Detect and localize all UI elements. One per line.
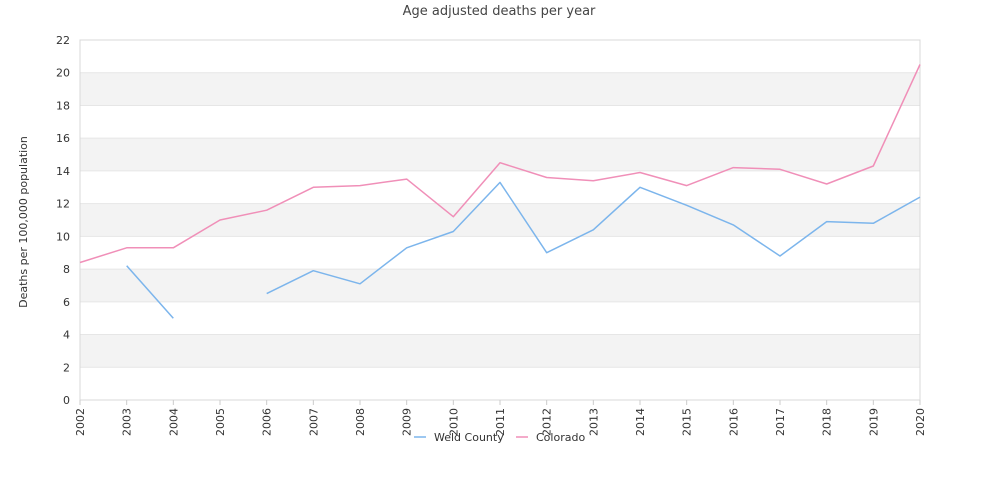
y-tick-label: 8 <box>63 263 70 276</box>
legend-label-weld-county[interactable]: Weld County <box>434 431 504 444</box>
x-tick-label: 2017 <box>774 408 787 436</box>
x-tick-label: 2006 <box>261 408 274 436</box>
x-tick-label: 2015 <box>681 408 694 436</box>
y-tick-label: 12 <box>56 198 70 211</box>
plot-band <box>80 334 920 368</box>
legend: Weld County Colorado <box>414 431 585 444</box>
x-axis: 2002 2003 2004 2005 2006 2007 2008 2009 2010 2011… <box>74 400 927 436</box>
plot-band <box>80 138 920 171</box>
plot-bands <box>80 72 920 368</box>
y-tick-label: 0 <box>63 394 70 407</box>
x-tick-label: 2011 <box>494 408 507 436</box>
chart-title: Age adjusted deaths per year <box>403 4 596 19</box>
x-tick-label: 2002 <box>74 408 87 436</box>
y-tick-label: 6 <box>63 296 70 309</box>
legend-label-colorado[interactable]: Colorado <box>536 431 585 444</box>
x-tick-label: 2018 <box>821 408 834 436</box>
plot-band <box>80 269 920 302</box>
series-line-colorado <box>79 64 921 264</box>
x-tick-label: 2019 <box>867 408 880 436</box>
x-tick-label: 2013 <box>587 408 600 436</box>
series-line-weld-county <box>126 181 921 319</box>
y-tick-label: 20 <box>56 67 70 80</box>
y-tick-label: 18 <box>56 99 70 112</box>
y-tick-label: 22 <box>56 34 70 47</box>
y-tick-label: 4 <box>63 329 70 342</box>
x-tick-label: 2007 <box>307 408 320 436</box>
x-tick-label: 2004 <box>167 408 180 436</box>
x-tick-label: 2014 <box>634 408 647 436</box>
x-tick-label: 2020 <box>914 408 927 436</box>
plot-band <box>80 72 920 106</box>
x-tick-label: 2010 <box>447 408 460 436</box>
y-tick-label: 14 <box>56 165 70 178</box>
x-tick-label: 2003 <box>121 408 134 436</box>
x-tick-label: 2012 <box>541 408 554 436</box>
y-tick-label: 16 <box>56 132 70 145</box>
series-lines <box>79 64 921 319</box>
y-tick-label: 2 <box>63 361 70 374</box>
x-tick-label: 2009 <box>401 408 414 436</box>
x-tick-label: 2005 <box>214 408 227 436</box>
plot-band <box>80 203 920 237</box>
x-tick-label: 2008 <box>354 408 367 436</box>
y-axis-label: Deaths per 100,000 population <box>17 136 30 308</box>
y-axis: 0 2 4 6 8 10 12 14 16 18 20 22 <box>56 34 70 407</box>
y-tick-label: 10 <box>56 230 70 243</box>
x-tick-label: 2016 <box>727 408 740 436</box>
